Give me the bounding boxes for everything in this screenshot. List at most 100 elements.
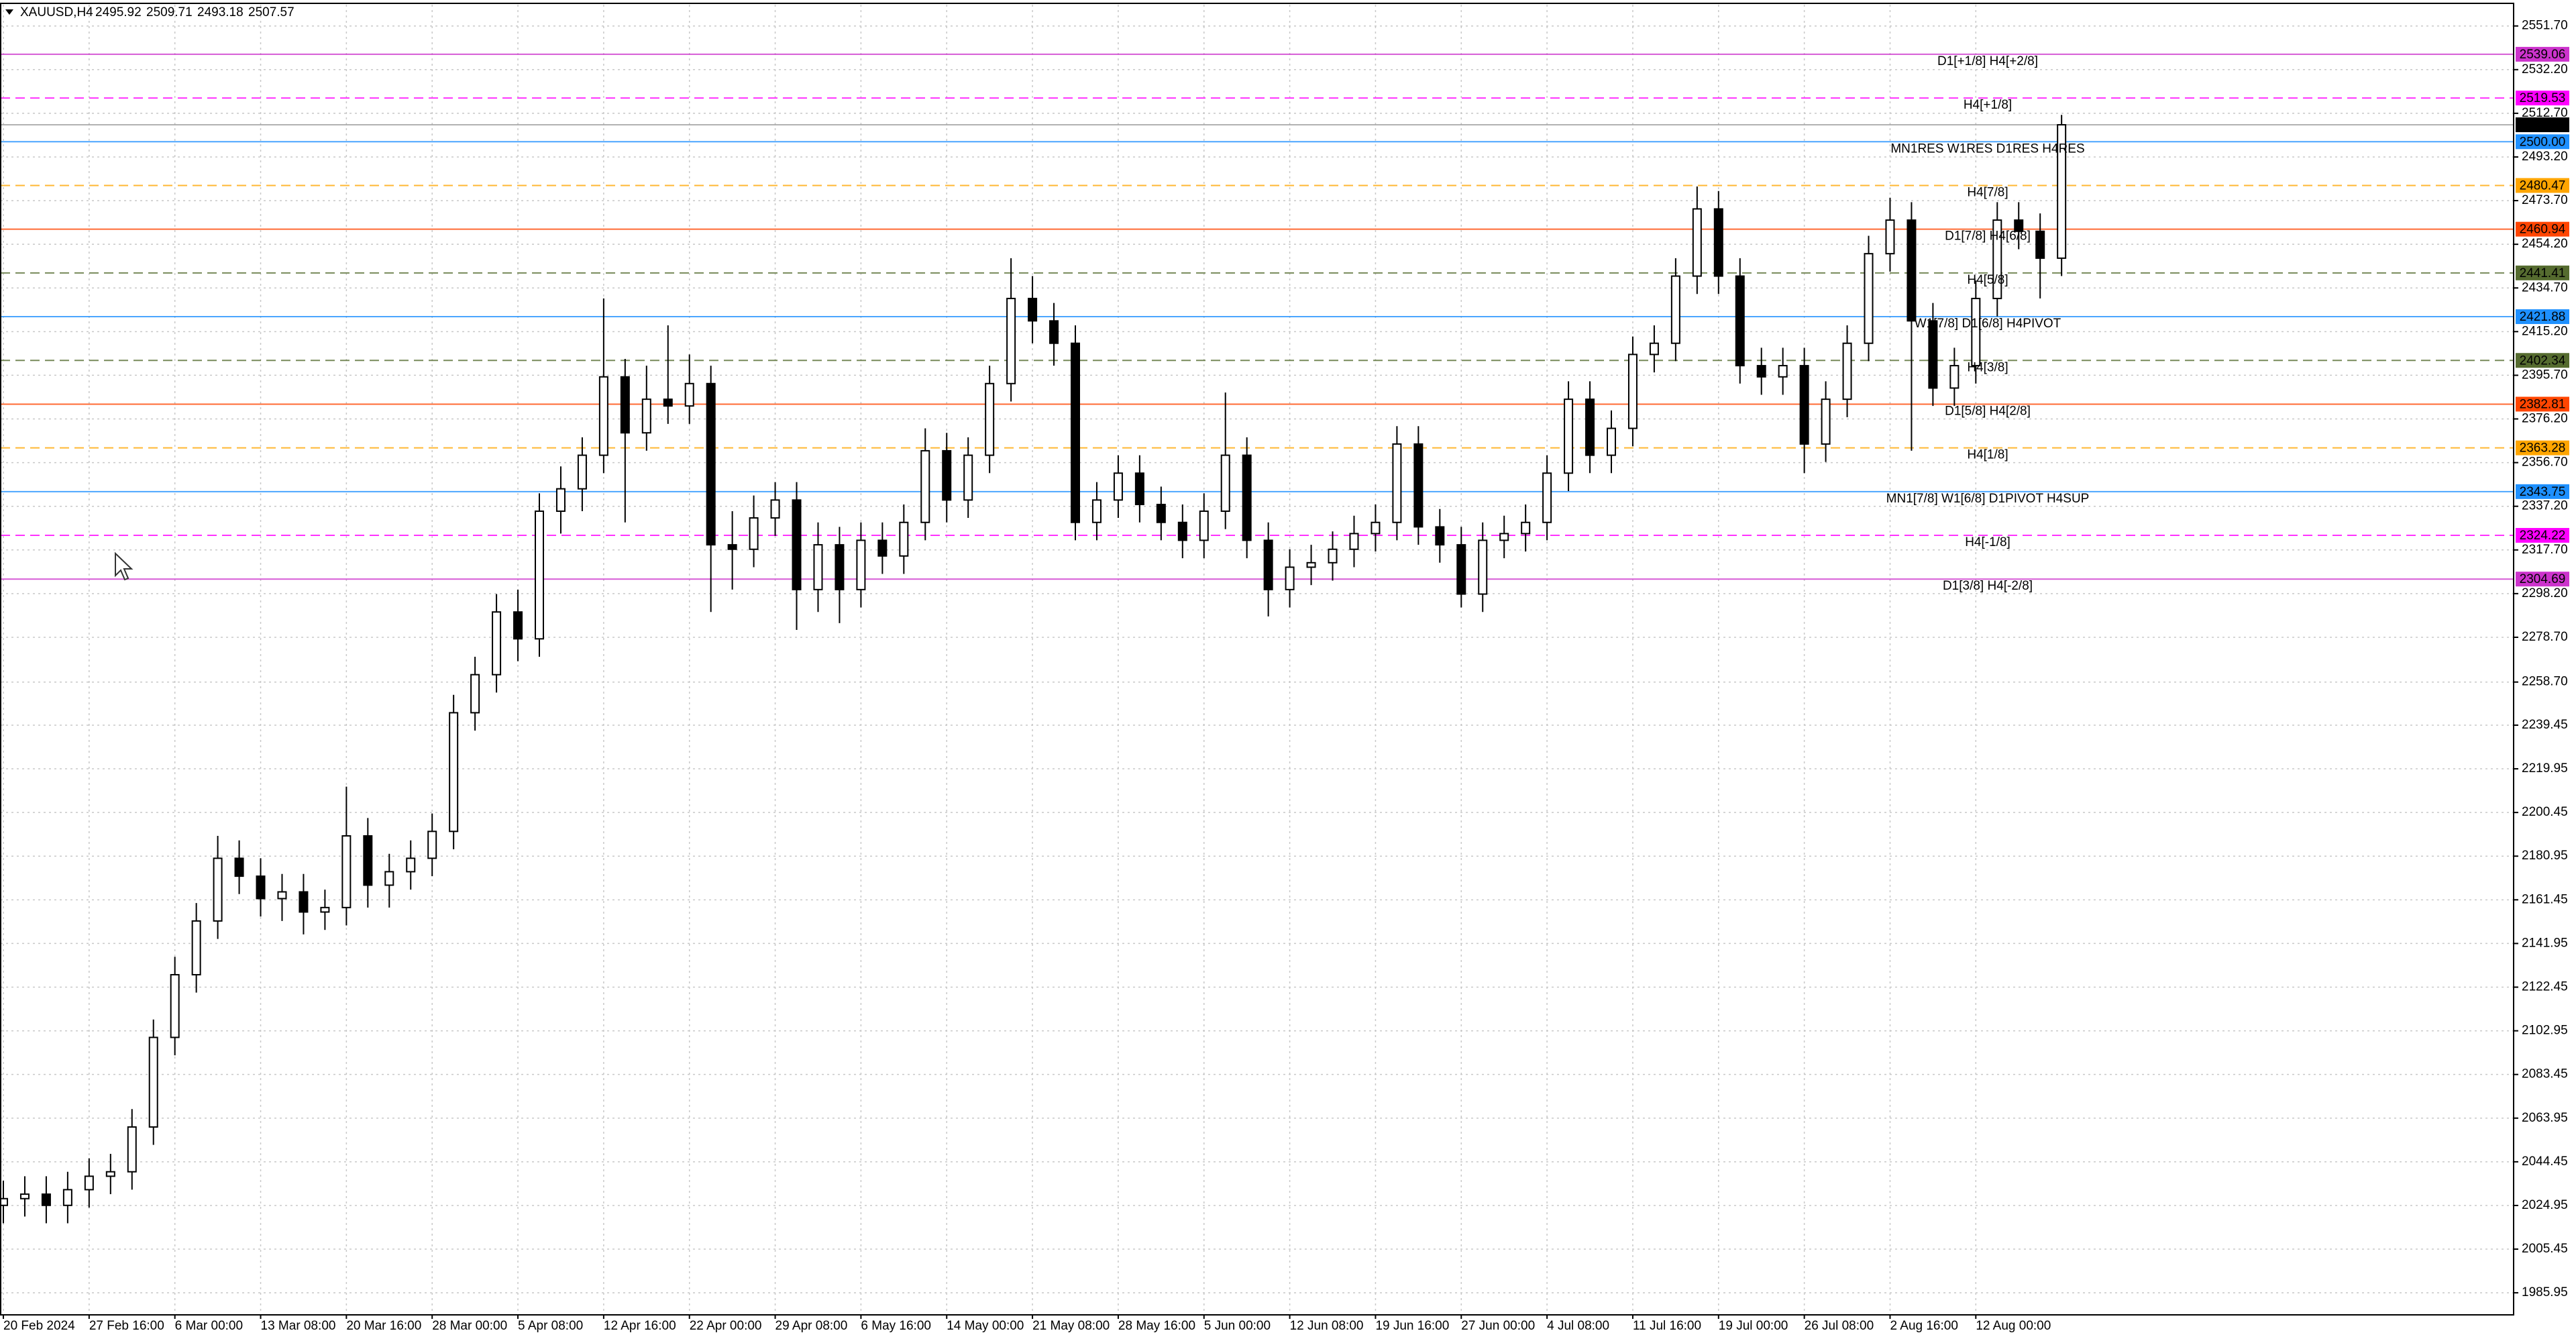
label-layer: 2551.70 2532.20 2512.70 2493.20 2473.70 2454.…: [3, 19, 2569, 1333]
candle-body: [213, 857, 223, 922]
y-tick-label: 2356.70: [2522, 456, 2568, 470]
candle-body: [1113, 472, 1123, 501]
candle-body: [706, 382, 716, 546]
x-tick-label: 19 Jul 00:00: [1719, 1319, 1788, 1333]
candle-body: [0, 1197, 8, 1206]
y-tick-label: 2317.70: [2522, 543, 2568, 557]
y-tick-label: 2395.70: [2522, 368, 2568, 382]
candle-body: [1091, 499, 1102, 523]
candle-body: [598, 376, 608, 456]
y-tick-label: 2278.70: [2522, 630, 2568, 644]
level-price-label: 2402.34: [2520, 354, 2566, 368]
candle-body: [663, 398, 673, 407]
y-tick-label: 1985.95: [2522, 1285, 2568, 1299]
y-tick-label: 2337.20: [2522, 499, 2568, 513]
x-tick-label: 12 Jun 08:00: [1290, 1319, 1364, 1333]
candle-body: [1949, 365, 1960, 389]
y-tick-label: 2161.45: [2522, 892, 2568, 906]
candle-body: [1692, 208, 1702, 277]
candle-body: [1349, 533, 1359, 550]
candle-body: [1542, 472, 1552, 523]
level-label: MN1[7/8] W1[6/8] D1PIVOT H4SUP: [1886, 492, 2090, 506]
candle-body: [1864, 253, 1874, 344]
candle-body: [1564, 398, 1574, 474]
x-tick-label: 6 Mar 00:00: [175, 1319, 243, 1333]
y-tick-label: 2083.45: [2522, 1067, 2568, 1081]
candle-body: [1735, 275, 1745, 367]
candle-body: [985, 382, 995, 456]
level-price-label: 2343.75: [2520, 485, 2566, 499]
candle-body: [2035, 230, 2045, 259]
candle-body: [1006, 297, 1016, 384]
candle-body: [1306, 561, 1316, 568]
candle-body: [234, 857, 244, 877]
candle-body: [920, 449, 930, 523]
candle-body: [1435, 526, 1445, 546]
candle-body: [84, 1175, 94, 1191]
y-tick-label: 2434.70: [2522, 280, 2568, 294]
x-tick-label: 27 Feb 16:00: [89, 1319, 164, 1333]
header-open: 2495.92: [95, 5, 142, 19]
symbol-menu-icon[interactable]: [5, 9, 13, 15]
level-price-box: [2516, 353, 2569, 368]
candle-body: [1928, 320, 1938, 389]
candle-body: [1156, 504, 1166, 523]
candle-body: [535, 511, 544, 640]
candle-body: [1371, 521, 1381, 535]
level-price-label: 2421.88: [2520, 310, 2566, 324]
level-price-label: 2480.47: [2520, 178, 2566, 193]
header-close: 2507.57: [248, 5, 294, 19]
candle-body: [577, 454, 587, 490]
candle-body: [1821, 398, 1831, 445]
candle-layer: [0, 115, 2067, 1224]
candle-body: [62, 1189, 72, 1206]
level-price-box: [2516, 572, 2569, 587]
candle-body: [684, 382, 694, 407]
candle-body: [1585, 398, 1595, 456]
level-label: H4[7/8]: [1967, 185, 2008, 199]
level-label: MN1RES W1RES D1RES H4RES: [1890, 142, 2084, 156]
symbol: XAUUSD,H4: [20, 5, 93, 19]
candle-body: [1885, 219, 1895, 255]
header: XAUUSD,H4 2495.92 2509.71 2493.18 2507.5…: [20, 5, 294, 19]
y-tick-label: 2415.20: [2522, 324, 2568, 338]
y-tick-label: 2141.95: [2522, 936, 2568, 950]
y-tick-label: 2258.70: [2522, 675, 2568, 689]
level-price-box: [2516, 91, 2569, 106]
candle-body: [1992, 219, 2002, 299]
x-tick-label: 2 Aug 16:00: [1890, 1319, 1957, 1333]
level-price-box: [2516, 134, 2569, 150]
level-label: D1[7/8] H4[6/8]: [1945, 229, 2031, 244]
level-price-label: 2539.06: [2520, 48, 2566, 62]
y-tick-label: 2180.95: [2522, 849, 2568, 863]
candle-body: [856, 539, 866, 590]
y-tick-label: 2454.20: [2522, 237, 2568, 251]
x-tick-label: 12 Aug 00:00: [1976, 1319, 2051, 1333]
candle-body: [835, 544, 845, 590]
candle-body: [127, 1126, 137, 1173]
candle-body: [641, 398, 651, 434]
level-label: D1[+1/8] H4[+2/8]: [1937, 54, 2038, 68]
candle-body: [963, 454, 973, 501]
level-label: H4[3/8]: [1967, 360, 2008, 374]
candle-body: [1285, 566, 1295, 590]
candle-body: [942, 449, 952, 501]
y-tick-label: 2551.70: [2522, 19, 2568, 33]
candle-body: [1199, 511, 1209, 541]
candle-body: [1392, 443, 1402, 523]
x-tick-label: 28 Mar 00:00: [432, 1319, 507, 1333]
current-price-box: [2516, 117, 2569, 133]
candle-body: [2014, 219, 2024, 232]
level-price-label: 2304.69: [2520, 572, 2566, 586]
x-tick-label: 22 Apr 00:00: [690, 1319, 762, 1333]
level-price-box: [2516, 178, 2569, 193]
candle-body: [1670, 275, 1680, 344]
y-tick-label: 2102.95: [2522, 1024, 2568, 1038]
y-tick-label: 2200.45: [2522, 805, 2568, 819]
candle-body: [770, 499, 780, 519]
level-label: H4[+1/8]: [1964, 98, 2012, 112]
candle-body: [1607, 427, 1616, 456]
y-tick-label: 2376.20: [2522, 412, 2568, 426]
x-tick-label: 12 Apr 16:00: [604, 1319, 676, 1333]
grid-layer: [1, 5, 2514, 1314]
